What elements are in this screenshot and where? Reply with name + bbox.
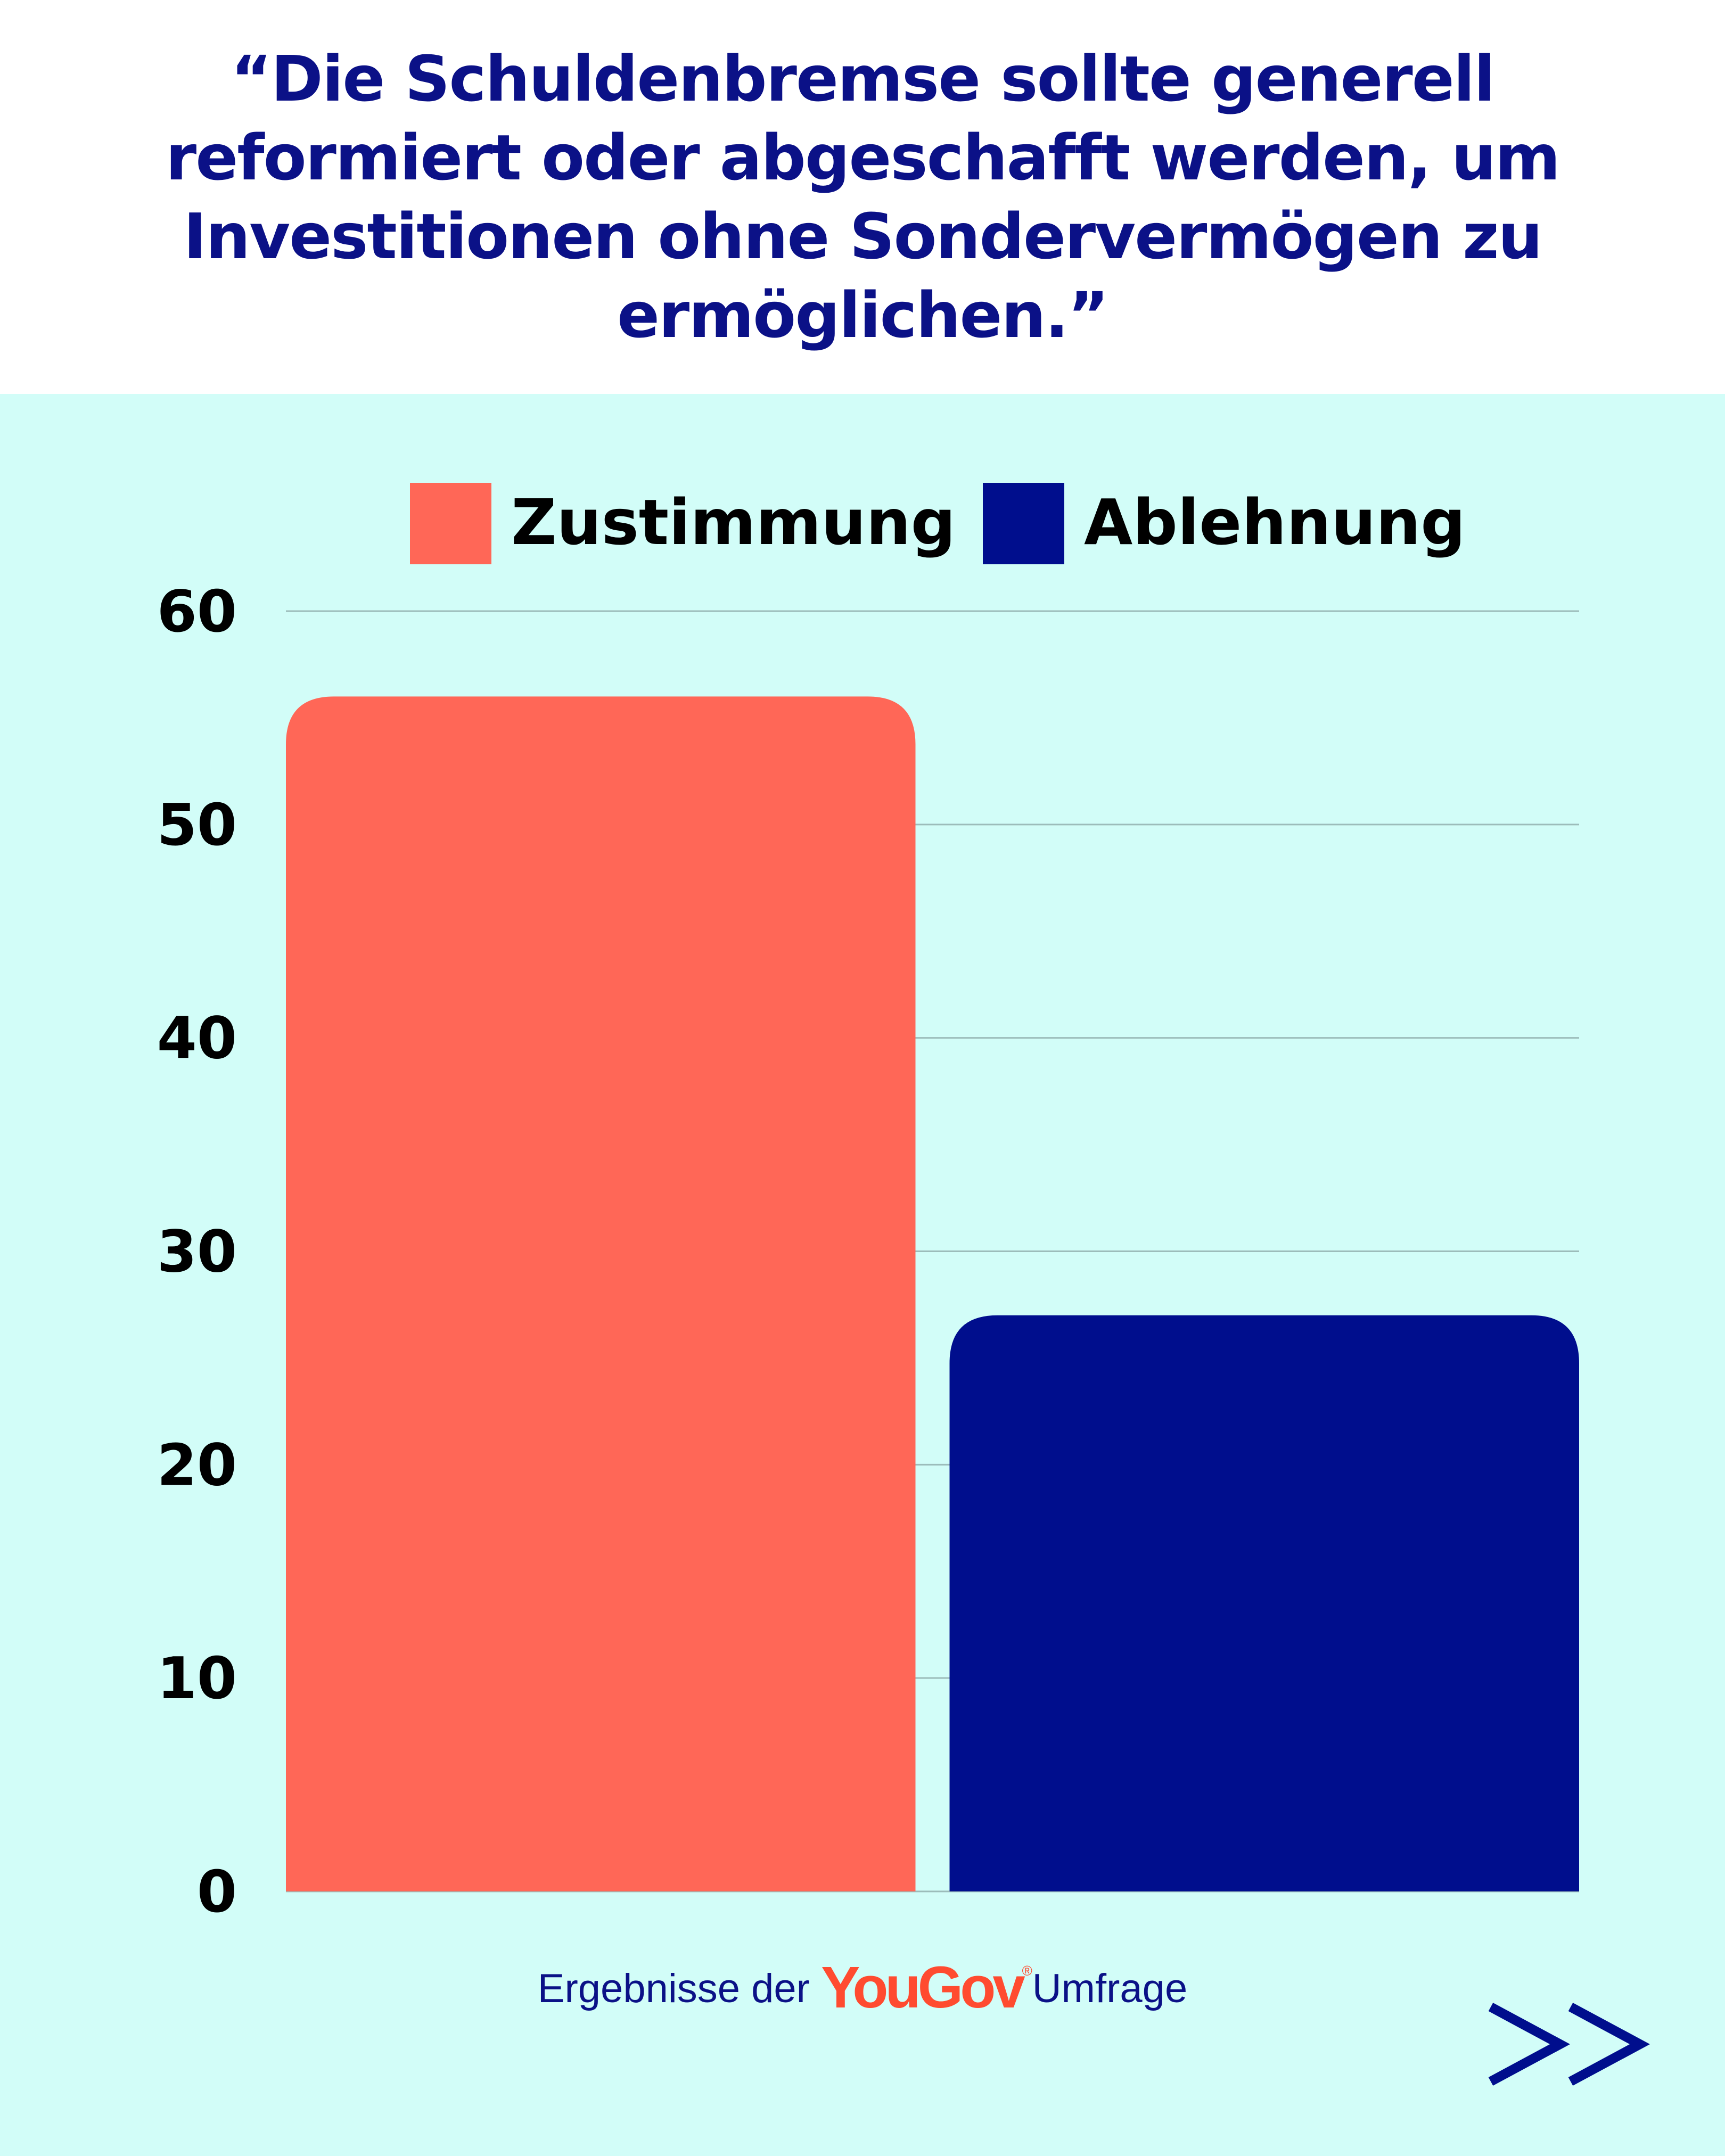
registered-mark: ® (1022, 1963, 1032, 1979)
y-tick-label: 0 (197, 1859, 237, 1925)
chevron-right-icon (1568, 2003, 1650, 2086)
legend-label: Zustimmung (511, 485, 956, 559)
yougov-logo: YouGov (821, 1955, 1025, 2020)
chart-title: “Die Schuldenbremse sollte generell refo… (166, 42, 1560, 352)
legend: Zustimmung Ablehnung (410, 483, 1466, 564)
footer-suffix: Umfrage (1032, 1966, 1188, 2011)
bars (286, 696, 1579, 1891)
y-tick-label: 40 (157, 1006, 237, 1072)
double-chevron-right-icon[interactable] (1485, 2002, 1650, 2087)
y-tick-label: 30 (157, 1219, 237, 1286)
legend-swatch-zustimmung (410, 483, 491, 564)
y-tick-label: 60 (157, 579, 237, 645)
y-axis-ticks: 0 10 20 30 40 50 60 (157, 579, 237, 1925)
y-tick-label: 20 (157, 1432, 237, 1499)
source-footer: Ergebnisse der YouGov®Umfrage (0, 1954, 1725, 2021)
legend-swatch-ablehnung (983, 483, 1064, 564)
bar-zustimmung (286, 696, 916, 1891)
legend-label: Ablehnung (1084, 485, 1466, 559)
chevron-right-icon (1488, 2003, 1570, 2086)
footer-prefix: Ergebnisse der (537, 1966, 810, 2011)
y-tick-label: 10 (157, 1645, 237, 1712)
y-tick-label: 50 (157, 792, 237, 859)
title-area: “Die Schuldenbremse sollte generell refo… (0, 0, 1725, 394)
bar-ablehnung (949, 1315, 1579, 1891)
